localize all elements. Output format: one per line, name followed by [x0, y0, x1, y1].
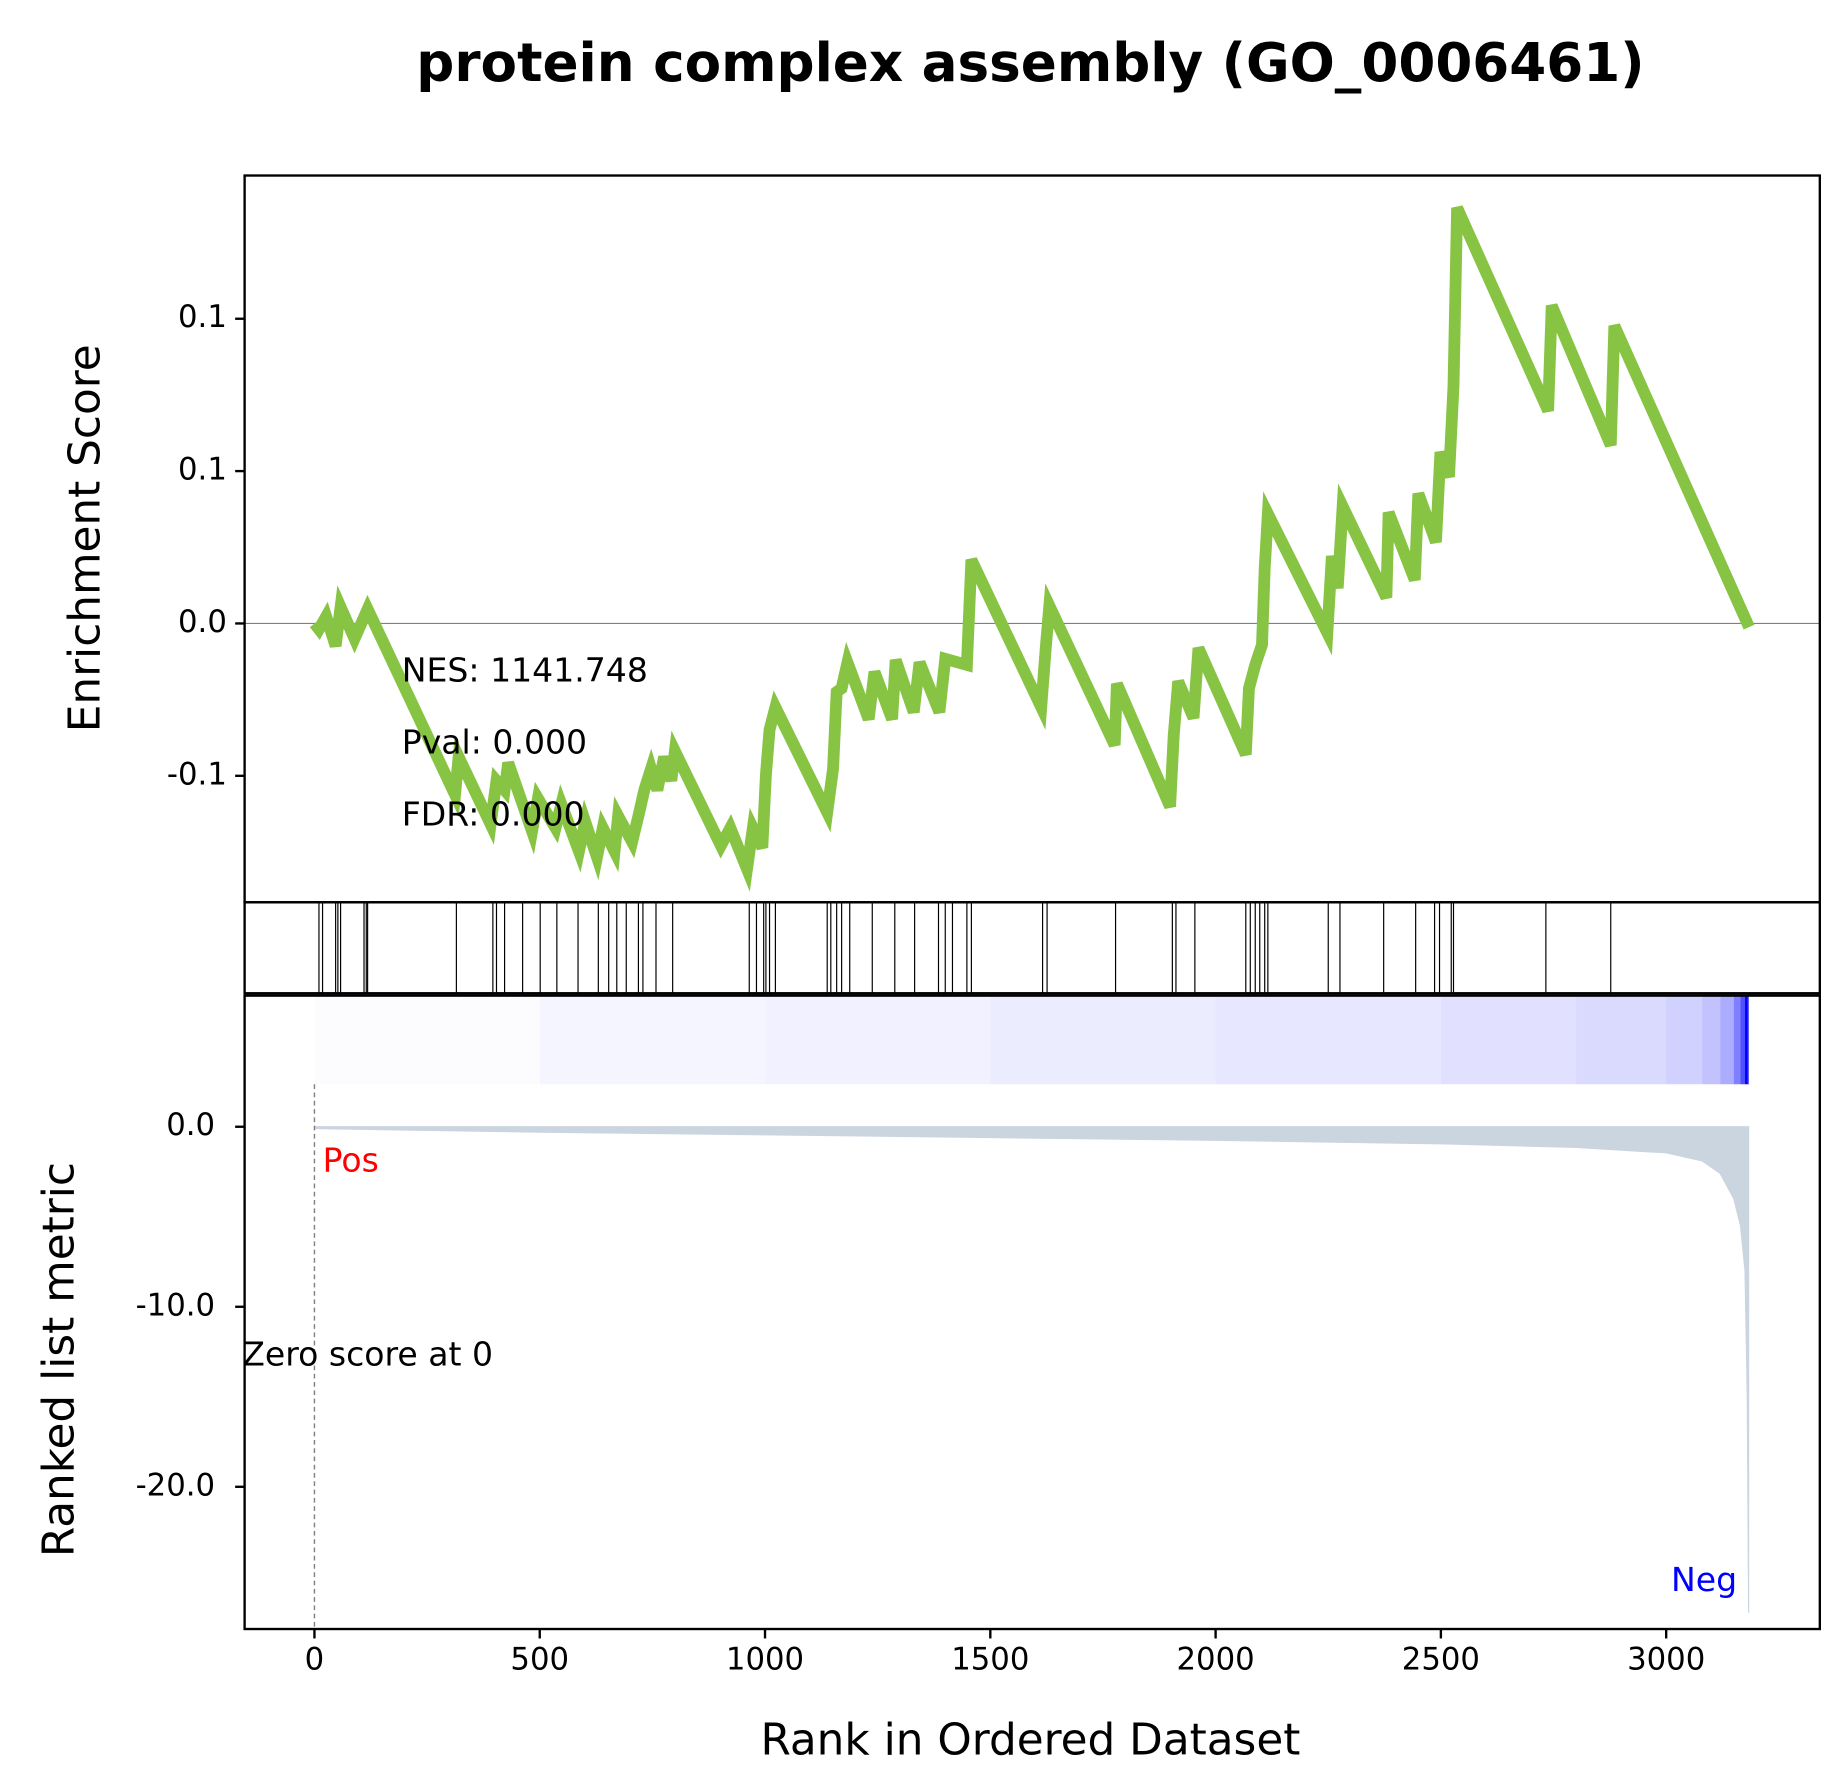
- neg-label: Neg: [1671, 1560, 1737, 1599]
- y-tick-label: 0.0: [178, 604, 227, 640]
- heat-cell: [1747, 995, 1749, 1085]
- heat-cell: [1702, 995, 1721, 1085]
- stat-annotation: FDR: 0.000: [402, 795, 585, 834]
- pos-label: Pos: [323, 1141, 379, 1180]
- metric-axis-label: Ranked list metric: [33, 1162, 84, 1557]
- heat-cell: [1720, 995, 1734, 1085]
- x-tick-label: 500: [510, 1641, 569, 1677]
- stat-annotation: NES: 1141.748: [402, 650, 648, 689]
- heat-cell: [1666, 995, 1703, 1085]
- x-axis-label: Rank in Ordered Dataset: [760, 1714, 1300, 1765]
- es-line: [309, 205, 1755, 892]
- heat-cell: [765, 995, 991, 1085]
- y-tick-label: 0.1: [178, 452, 227, 488]
- y-tick-label: -20.0: [136, 1467, 215, 1503]
- es-axis-label: Enrichment Score: [59, 344, 110, 732]
- x-tick-label: 0: [305, 1641, 325, 1677]
- heat-cell: [1440, 995, 1577, 1085]
- metric-frame: [243, 994, 1822, 1631]
- heat-cell: [1215, 995, 1441, 1085]
- x-tick-label: 2000: [1177, 1641, 1255, 1677]
- y-tick-label: 0.0: [166, 1107, 215, 1143]
- x-tick-label: 1500: [951, 1641, 1029, 1677]
- heat-cell: [540, 996, 765, 1085]
- x-tick-label: 2500: [1402, 1641, 1480, 1677]
- heat-cell: [314, 996, 539, 1085]
- hits-frame: [243, 901, 1822, 995]
- plot-layer: 0 500 1000 1500 2000 2500 3000 -0.1 0.0 0.1 0.1 NES…: [136, 205, 1820, 1677]
- heat-cell: [1745, 995, 1748, 1085]
- x-tick-label: 3000: [1627, 1641, 1705, 1677]
- heat-cell: [1740, 995, 1746, 1085]
- y-tick-label: -10.0: [136, 1287, 215, 1323]
- stat-annotation: Pval: 0.000: [402, 722, 587, 761]
- y-tick-label: -0.1: [167, 756, 227, 792]
- heat-cell: [990, 995, 1216, 1085]
- metric-area: [313, 1126, 1750, 1613]
- chart-title: protein complex assembly (GO_0006461): [416, 32, 1644, 94]
- heat-cell: [1733, 995, 1741, 1085]
- heat-cell: [1576, 995, 1667, 1085]
- zero-label: Zero score at 0: [242, 1335, 493, 1374]
- x-tick-label: 1000: [726, 1641, 804, 1677]
- y-tick-label: 0.1: [178, 299, 227, 335]
